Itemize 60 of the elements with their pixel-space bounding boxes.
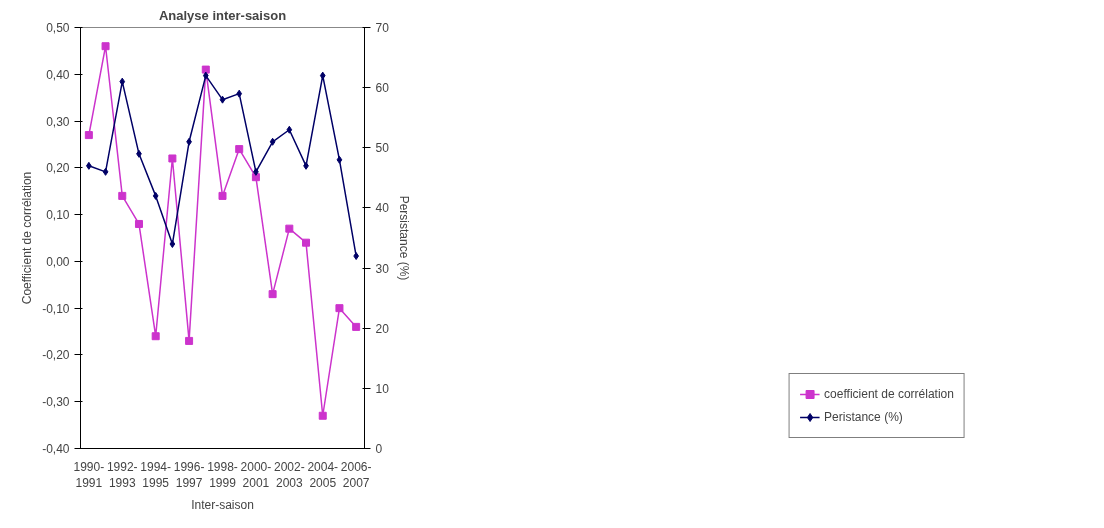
point [168,154,177,163]
x-tick-label: 2000- 2001 [240,459,272,491]
point [218,191,227,200]
point [285,224,294,233]
y2-tick-label: 30 [375,261,390,276]
point [268,290,277,299]
point [235,145,244,154]
point [84,131,93,140]
point [269,137,276,146]
point [152,191,159,200]
y2-tick-label: 70 [375,21,390,35]
y2-tick-label: 0 [375,442,383,456]
y-tick-label: 0,20 [46,161,70,176]
x-tick-label: 2004- 2005 [307,459,339,491]
x-tick-label: 1994- 1995 [140,459,172,491]
point [318,411,327,420]
y-tick-label: 0,30 [46,114,70,129]
y2-axis-title: Persistance (%) [396,195,411,281]
point [219,95,226,104]
point [169,240,176,249]
y-tick-label: 0,40 [46,67,70,82]
y-tick-label: -0,40 [42,442,70,456]
point [286,125,293,134]
point [201,65,210,74]
y-tick-label: -0,10 [42,301,70,316]
point [236,89,243,98]
point [202,71,209,80]
x-tick-label: 1992- 1993 [106,459,138,491]
y2-tick-label: 40 [375,201,390,216]
legend-label: coefficient de corrélation [824,387,954,401]
x-axis-title: Inter-saison [191,498,254,513]
y-tick-label: -0,20 [42,348,70,363]
y-tick-label: 0,00 [46,254,70,269]
y-axis-title: Coefficient de corrélation [20,171,35,305]
point [118,191,127,200]
point [352,322,361,331]
x-tick-label: 1998- 1999 [207,459,238,491]
legend-label: Peristance (%) [824,410,903,424]
point [101,42,110,51]
point [335,304,344,313]
x-tick-label: 1990- 1991 [73,459,105,491]
x-tick-label: 1996- 1997 [173,459,205,491]
point [336,155,343,164]
point [134,219,143,228]
y2-tick-label: 20 [375,321,390,336]
point [185,336,194,345]
chart-title: Analyse inter-saison [158,7,287,23]
point [151,332,160,341]
y2-tick-label: 10 [375,381,390,396]
x-tick-label: 2006- 2007 [340,459,372,491]
point [302,238,311,247]
point [102,167,109,176]
x-tick-label: 2002- 2003 [273,459,305,491]
y-tick-label: 0,50 [46,21,70,35]
y-tick-label: 0,10 [46,208,70,223]
y2-tick-label: 50 [375,141,390,156]
point [119,77,126,86]
y-tick-label: -0,30 [42,395,70,410]
y2-tick-label: 60 [375,81,390,96]
point [319,71,326,80]
